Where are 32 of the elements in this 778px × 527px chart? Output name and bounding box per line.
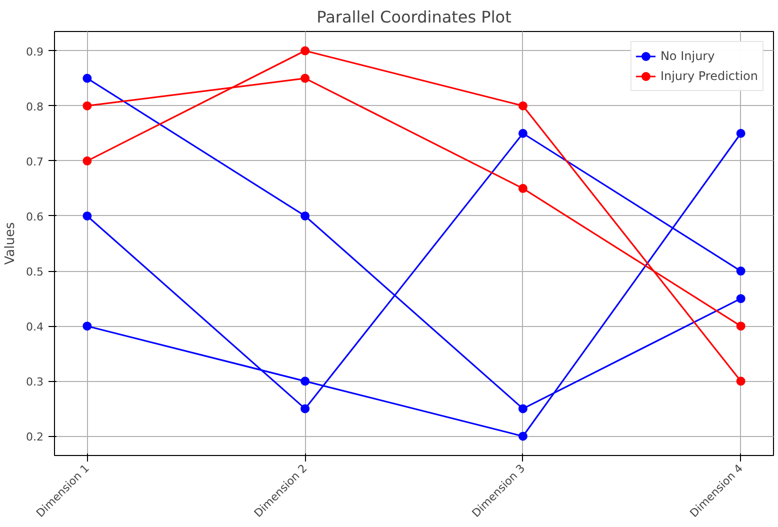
- point: [736, 128, 746, 138]
- point: [300, 211, 310, 220]
- y-tick-label: 0.3: [26, 376, 44, 389]
- point: [82, 101, 92, 110]
- point: [82, 156, 92, 166]
- point: [82, 74, 92, 83]
- y-tick-label: 0.8: [26, 100, 44, 114]
- y-tick-label: 0.7: [26, 155, 44, 168]
- point: [300, 74, 310, 83]
- point: [518, 404, 528, 414]
- point: [300, 376, 310, 386]
- chart-title: Parallel Coordinates Plot: [316, 8, 512, 26]
- legend-label: Injury Prediction: [660, 69, 758, 83]
- point: [82, 322, 92, 331]
- point: [518, 184, 528, 193]
- point: [518, 432, 528, 441]
- point: [736, 294, 746, 304]
- y-tick-label: 0.2: [26, 430, 44, 444]
- point: [518, 128, 528, 138]
- legend-label: No Injury: [660, 49, 715, 63]
- point: [82, 211, 92, 220]
- y-tick-label: 0.4: [26, 320, 44, 334]
- point: [736, 322, 746, 331]
- point: [300, 46, 310, 56]
- y-tick-label: 0.9: [26, 45, 44, 58]
- point: [518, 101, 528, 110]
- point: [736, 376, 746, 386]
- point: [736, 266, 746, 276]
- y-tick-label: 0.6: [26, 210, 44, 224]
- point: [300, 404, 310, 414]
- y-tick-label: 0.5: [26, 266, 44, 279]
- y-axis-title: Values: [3, 222, 18, 265]
